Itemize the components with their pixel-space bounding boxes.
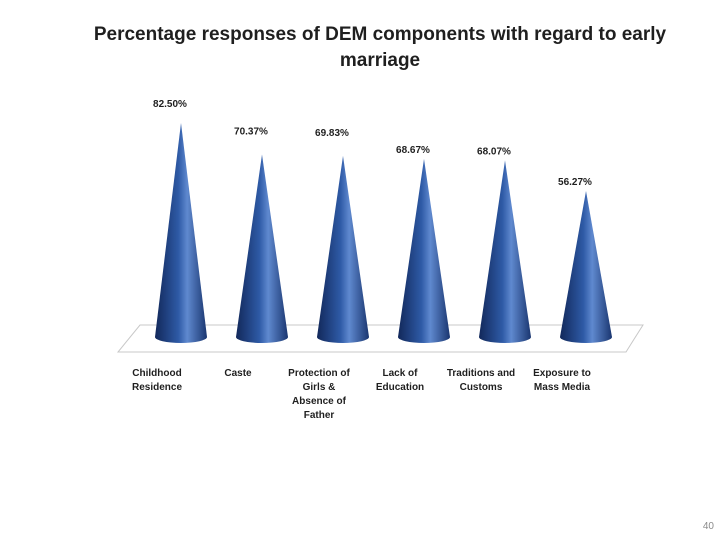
category-label: Lack of Education [376, 368, 424, 393]
category-label: Traditions and Customs [447, 368, 515, 393]
category-label: Childhood Residence [132, 368, 182, 393]
category-label: Caste [224, 368, 252, 379]
data-label: 68.07% [477, 146, 511, 157]
cone-bar [236, 154, 288, 343]
data-label: 82.50% [153, 99, 187, 110]
data-label: 70.37% [234, 126, 268, 137]
chart-title: Percentage responses of DEM components w… [93, 24, 667, 71]
cone-bar [398, 158, 450, 343]
data-label: 69.83% [315, 128, 349, 139]
cone-bar [560, 191, 612, 343]
data-label: 68.67% [396, 145, 430, 156]
cone-bar [155, 123, 207, 343]
data-label: 56.27% [558, 177, 592, 188]
category-label: Protection of Girls & Absence of Father [288, 368, 350, 421]
cone-bar [317, 155, 369, 343]
page-number: 40 [702, 521, 714, 532]
cone-bar [479, 160, 531, 343]
category-label: Exposure to Mass Media [533, 368, 591, 393]
